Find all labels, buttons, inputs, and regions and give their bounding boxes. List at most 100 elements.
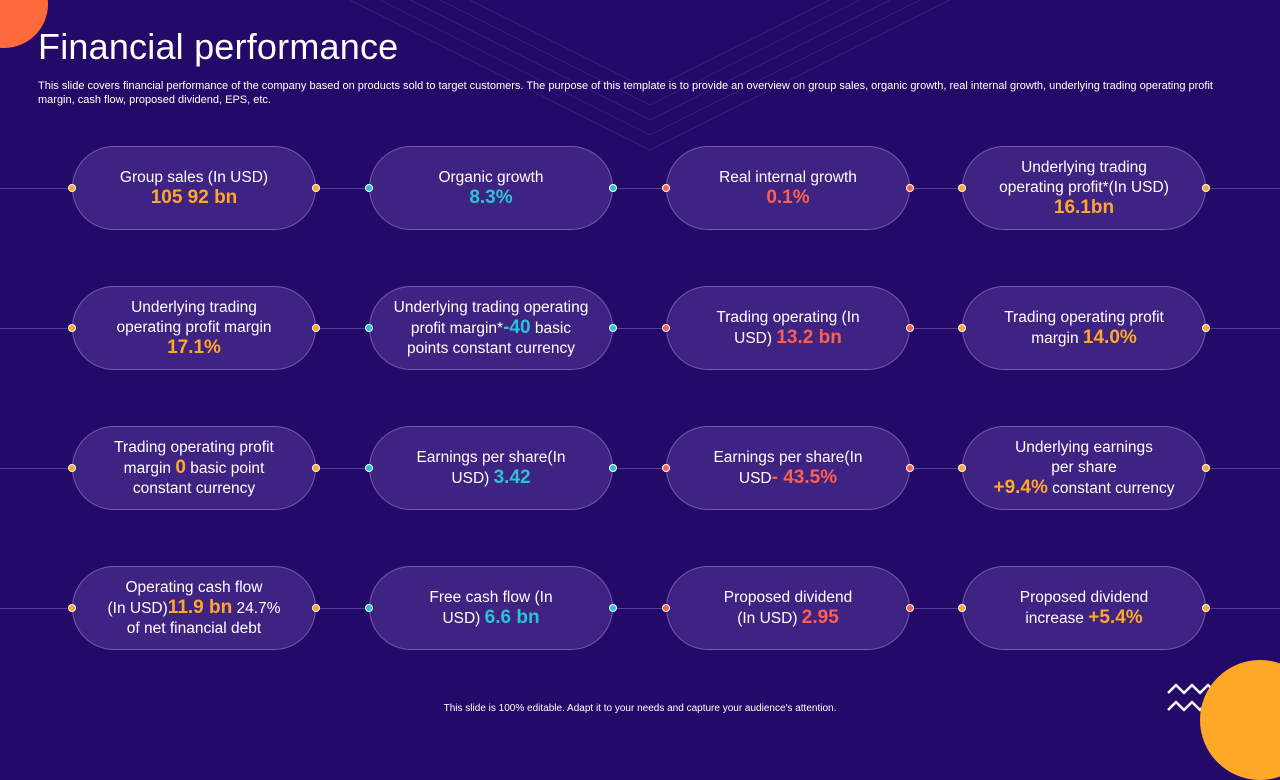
card-value: 2.95: [801, 606, 839, 628]
connector-dot: [662, 464, 670, 472]
connector-dot: [1202, 464, 1210, 472]
card-text: Trading operating (In USD) 13.2 bn: [716, 308, 859, 349]
connector-dot: [365, 324, 373, 332]
card-value: 14.0%: [1082, 326, 1137, 348]
card-text: Underlying trading operating profit marg…: [116, 298, 271, 359]
card-label: Organic growth: [438, 168, 544, 186]
connector-dot: [958, 324, 966, 332]
card-label: Trading operating profit: [1004, 308, 1164, 326]
card-text: Proposed dividend increase +5.4%: [1020, 588, 1148, 629]
card-label: Free cash flow (In: [429, 588, 553, 606]
card-text: Earnings per share(In USD) 3.42: [416, 448, 565, 489]
connector-dot: [68, 324, 76, 332]
card-label: USD): [451, 469, 494, 487]
card-label: Earnings per share(In: [416, 448, 566, 466]
row-line: [0, 188, 1280, 189]
card-label: of net financial debt: [126, 619, 262, 637]
card-label: points constant currency: [406, 339, 575, 357]
card-value: 0: [175, 456, 186, 478]
page-title: Financial performance: [38, 26, 399, 67]
connector-dot: [609, 184, 617, 192]
card-label: Underlying earnings: [1015, 438, 1153, 456]
card-trading-operating: Trading operating (In USD) 13.2 bn: [662, 286, 914, 370]
card-eps: Earnings per share(In USD) 3.42: [365, 426, 617, 510]
card-text: Earnings per share(In USD- 43.5%: [713, 448, 862, 489]
card-value: - 43.5%: [771, 466, 838, 488]
card-label: USD): [734, 329, 777, 347]
card-text: Real internal growth 0.1%: [719, 168, 857, 209]
card-text: Underlying trading operating profit marg…: [394, 298, 589, 359]
footer-note: This slide is 100% editable. Adapt it to…: [443, 703, 837, 714]
connector-dot: [609, 604, 617, 612]
card-label: Trading operating profit: [114, 438, 274, 456]
card-organic-growth: Organic growth 8.3%: [365, 146, 617, 230]
card-text: Group sales (In USD) 105 92 bn: [120, 168, 268, 209]
card-label: USD): [442, 609, 485, 627]
connector-dot: [312, 324, 320, 332]
connector-dot: [958, 184, 966, 192]
card-label: (In USD): [107, 599, 168, 617]
card-label: constant currency: [1047, 479, 1175, 497]
card-value: 16.1bn: [1053, 196, 1115, 218]
connector-dot: [1202, 184, 1210, 192]
card-label: basic point: [185, 459, 265, 477]
connector-dot: [68, 464, 76, 472]
connector-dot: [662, 184, 670, 192]
connector-dot: [609, 464, 617, 472]
card-label: operating profit*(In USD): [999, 178, 1169, 196]
card-underlying-op-profit-margin: Underlying trading operating profit marg…: [68, 286, 320, 370]
card-value: 11.9 bn: [167, 596, 233, 618]
card-trading-op-margin-basic-point: Trading operating profit margin 0 basic …: [68, 426, 320, 510]
connector-dot: [662, 604, 670, 612]
card-text: Organic growth 8.3%: [438, 168, 543, 209]
card-proposed-dividend-increase: Proposed dividend increase +5.4%: [958, 566, 1210, 650]
connector-dot: [906, 324, 914, 332]
connector-dot: [312, 184, 320, 192]
card-group-sales: Group sales (In USD) 105 92 bn: [68, 146, 320, 230]
card-label: Proposed dividend: [1019, 588, 1149, 606]
card-operating-cash-flow: Operating cash flow (In USD)11.9 bn 24.7…: [68, 566, 320, 650]
card-value: +5.4%: [1088, 606, 1143, 628]
card-real-internal-growth: Real internal growth 0.1%: [662, 146, 914, 230]
card-value: 8.3%: [469, 186, 513, 208]
page-subtitle: This slide covers financial performance …: [38, 80, 1213, 106]
connector-dot: [609, 324, 617, 332]
card-label: USD: [738, 469, 772, 487]
card-text: Underlying trading operating profit*(In …: [999, 158, 1169, 219]
card-text: Underlying earnings per share +9.4% cons…: [993, 438, 1174, 499]
connector-dot: [906, 464, 914, 472]
card-value: 13.2 bn: [776, 326, 842, 348]
card-value: 0.1%: [766, 186, 810, 208]
card-free-cash-flow: Free cash flow (In USD) 6.6 bn: [365, 566, 617, 650]
row-line: [0, 328, 1280, 329]
card-value: 3.42: [493, 466, 531, 488]
card-label: 24.7%: [232, 599, 281, 617]
card-label: operating profit margin: [116, 318, 272, 336]
connector-dot: [365, 604, 373, 612]
card-underlying-eps: Underlying earnings per share +9.4% cons…: [958, 426, 1210, 510]
connector-dot: [1202, 604, 1210, 612]
corner-circle-bottom-right: [1200, 660, 1280, 780]
card-label: margin: [1031, 329, 1083, 347]
connector-dot: [906, 604, 914, 612]
card-label: constant currency: [132, 479, 256, 497]
card-value: 6.6 bn: [484, 606, 540, 628]
card-text: Operating cash flow (In USD)11.9 bn 24.7…: [108, 578, 281, 639]
card-text: Trading operating profit margin 0 basic …: [114, 438, 274, 499]
connector-dot: [958, 464, 966, 472]
card-label: Underlying trading operating: [393, 298, 589, 316]
card-underlying-trading-op-profit: Underlying trading operating profit*(In …: [958, 146, 1210, 230]
card-proposed-dividend: Proposed dividend (In USD) 2.95: [662, 566, 914, 650]
card-value: +9.4%: [993, 476, 1048, 498]
card-label: Underlying trading: [1021, 158, 1147, 176]
card-label: increase: [1025, 609, 1089, 627]
connector-dot: [365, 184, 373, 192]
card-value: 105 92 bn: [150, 186, 238, 208]
connector-dot: [662, 324, 670, 332]
card-label: (In USD): [737, 609, 802, 627]
card-eps-change: Earnings per share(In USD- 43.5%: [662, 426, 914, 510]
card-text: Trading operating profit margin 14.0%: [1004, 308, 1164, 349]
card-label: Trading operating (In: [716, 308, 860, 326]
card-label: per share: [1051, 458, 1117, 476]
card-label: basic: [530, 319, 572, 337]
